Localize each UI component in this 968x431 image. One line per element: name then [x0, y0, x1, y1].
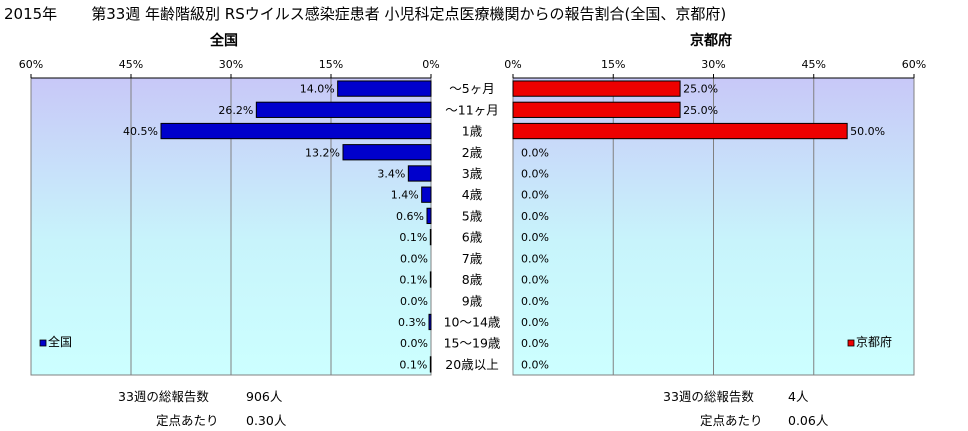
axis-tick-label: 60%: [902, 58, 926, 71]
data-label: 0.6%: [396, 210, 424, 223]
category-label: 3歳: [462, 166, 483, 181]
category-label: 8歳: [462, 272, 483, 287]
data-label: 0.1%: [399, 358, 427, 371]
data-label: 0.3%: [398, 316, 426, 329]
category-label: 7歳: [462, 251, 483, 266]
data-label: 0.0%: [400, 337, 428, 350]
legend-swatch: [39, 339, 47, 347]
bar: [342, 144, 432, 161]
legend-label: 京都府: [856, 334, 892, 349]
category-label: 10～14歳: [444, 314, 501, 329]
bar: [429, 356, 432, 373]
national-total-value: 906人: [246, 389, 283, 404]
data-label: 0.0%: [521, 295, 549, 308]
left-panel-title: 全国: [210, 33, 238, 49]
bar: [337, 80, 432, 97]
left-plot-area: 60% 45% 30% 15% 0% 14.0% 26.2% 40.5% 13.2% 3.4% 1.…: [19, 58, 440, 376]
data-label: 0.0%: [400, 295, 428, 308]
bar: [426, 207, 432, 225]
data-label: 0.1%: [399, 231, 427, 244]
right-plot-area: 0% 15% 30% 45% 60% 25.0% 25.0% 50.0% 0.0% 0.0% 0.0…: [504, 58, 926, 376]
category-label: 5歳: [462, 208, 483, 223]
national-per-label: 定点あたり: [156, 413, 219, 428]
category-label: ～11ヶ月: [445, 102, 498, 117]
national-total-label: 33週の総報告数: [118, 389, 209, 404]
bar: [255, 101, 432, 118]
axis-tick-label: 45%: [119, 58, 143, 71]
bar: [407, 165, 432, 182]
kyoto-per-label: 定点あたり: [700, 413, 763, 428]
bar: [429, 228, 432, 246]
data-label: 0.0%: [521, 189, 549, 202]
data-label: 0.1%: [399, 274, 427, 287]
data-label: 0.0%: [521, 316, 549, 329]
right-panel-title: 京都府: [690, 33, 732, 49]
data-label: 0.0%: [521, 358, 549, 371]
bar: [421, 186, 432, 203]
data-label: 14.0%: [300, 83, 335, 96]
axis-tick-label: 60%: [19, 58, 43, 71]
legend-label: 全国: [48, 334, 72, 349]
data-label: 0.0%: [521, 167, 549, 180]
category-label: 4歳: [462, 187, 483, 202]
axis-tick-label: 0%: [504, 58, 521, 71]
national-per-value: 0.30人: [246, 413, 287, 428]
axis-tick-label: 15%: [319, 58, 343, 71]
data-label: 3.4%: [377, 167, 405, 180]
data-label: 1.4%: [391, 189, 419, 202]
data-label: 26.2%: [218, 104, 253, 117]
data-label: 0.0%: [521, 274, 549, 287]
category-label: ～5ヶ月: [449, 81, 494, 96]
axis-tick-label: 30%: [219, 58, 243, 71]
axis-tick-label: 15%: [601, 58, 625, 71]
data-label: 25.0%: [683, 83, 718, 96]
axis-tick-label: 45%: [802, 58, 826, 71]
category-label: 2歳: [462, 145, 483, 160]
category-label: 15～19歳: [444, 336, 501, 351]
bar: [160, 122, 432, 140]
data-label: 50.0%: [850, 125, 885, 138]
kyoto-per-value: 0.06人: [788, 413, 829, 428]
chart-heading: 第33週 年齢階級別 RSウイルス感染症患者 小児科定点医療機関からの報告割合(…: [91, 5, 727, 23]
bar: [512, 80, 681, 97]
chart-year: 2015年: [4, 5, 58, 23]
category-label: 20歳以上: [445, 357, 498, 372]
axis-tick-label: 0%: [422, 58, 439, 71]
data-label: 0.0%: [521, 210, 549, 223]
bar: [512, 101, 681, 118]
category-label: 9歳: [462, 293, 483, 308]
category-label: 6歳: [462, 230, 483, 245]
data-label: 0.0%: [521, 146, 549, 159]
data-label: 0.0%: [400, 252, 428, 265]
data-label: 25.0%: [683, 104, 718, 117]
category-labels: ～5ヶ月 ～11ヶ月 1歳 2歳 3歳 4歳 5歳 6歳 7歳 8歳 9歳 10～14歳 15～19歳 2…: [444, 81, 501, 372]
data-label: 0.0%: [521, 337, 549, 350]
kyoto-total-value: 4人: [788, 389, 809, 404]
bar: [429, 271, 432, 288]
bar: [512, 122, 848, 140]
category-label: 1歳: [462, 124, 483, 139]
axis-tick-label: 30%: [701, 58, 725, 71]
bar: [428, 313, 432, 331]
data-label: 0.0%: [521, 252, 549, 265]
data-label: 40.5%: [123, 125, 158, 138]
kyoto-total-label: 33週の総報告数: [663, 389, 754, 404]
data-label: 13.2%: [305, 146, 340, 159]
chart-title: 2015年 第33週 年齢階級別 RSウイルス感染症患者 小児科定点医療機関からの…: [4, 3, 726, 24]
data-label: 0.0%: [521, 231, 549, 244]
legend-swatch: [847, 339, 855, 347]
